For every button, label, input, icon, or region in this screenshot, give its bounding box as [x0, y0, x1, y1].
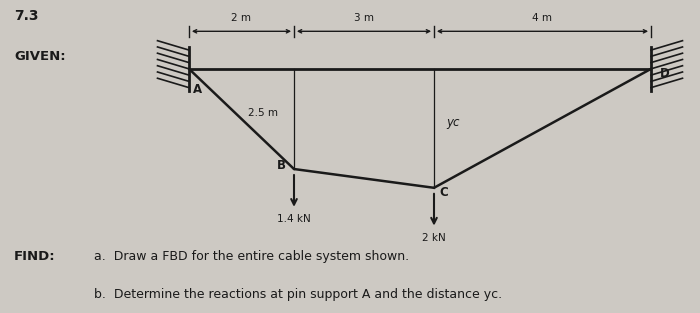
- Text: b.  Determine the reactions at pin support A and the distance yc.: b. Determine the reactions at pin suppor…: [94, 288, 503, 301]
- Text: 3 m: 3 m: [354, 13, 374, 23]
- Text: yc: yc: [447, 115, 460, 129]
- Text: A: A: [193, 83, 202, 96]
- Text: 4 m: 4 m: [533, 13, 552, 23]
- Text: D: D: [659, 67, 669, 80]
- Text: 7.3: 7.3: [14, 9, 38, 23]
- Text: FIND:: FIND:: [14, 250, 55, 264]
- Text: C: C: [440, 186, 449, 199]
- Text: a.  Draw a FBD for the entire cable system shown.: a. Draw a FBD for the entire cable syste…: [94, 250, 409, 264]
- Text: 1.4 kN: 1.4 kN: [277, 214, 311, 224]
- Text: 2 kN: 2 kN: [422, 233, 446, 243]
- Text: B: B: [276, 159, 286, 172]
- Text: 2.5 m: 2.5 m: [248, 108, 279, 118]
- Text: GIVEN:: GIVEN:: [14, 50, 66, 63]
- Text: 2 m: 2 m: [232, 13, 251, 23]
